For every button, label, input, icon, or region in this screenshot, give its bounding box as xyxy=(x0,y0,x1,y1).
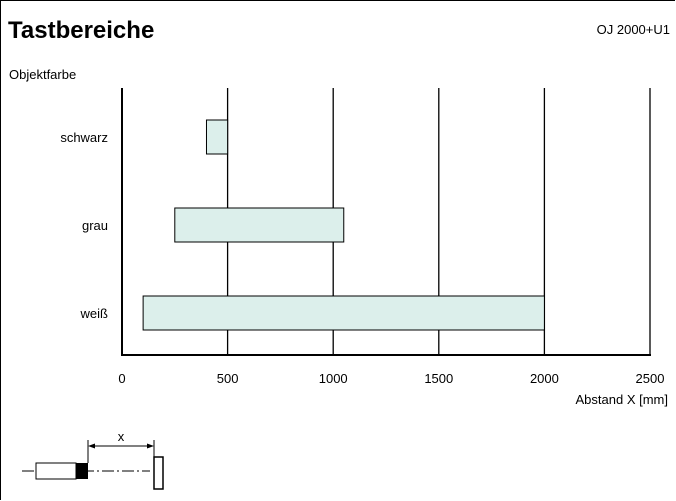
y-axis-label: Objektfarbe xyxy=(9,67,76,82)
x-tick-label: 500 xyxy=(217,371,239,386)
category-label: weiß xyxy=(80,306,109,321)
x-tick-label: 1000 xyxy=(319,371,348,386)
x-tick-labels: 0 500 1000 1500 2000 2500 xyxy=(118,371,664,386)
target-object xyxy=(153,456,164,490)
category-label: schwarz xyxy=(60,130,108,145)
x-tick-label: 2500 xyxy=(636,371,665,386)
distance-label: x xyxy=(118,429,125,444)
x-tick-label: 0 xyxy=(118,371,125,386)
dimension-arrow-right xyxy=(147,443,154,449)
sensor-body xyxy=(35,462,77,480)
x-tick-label: 2000 xyxy=(530,371,559,386)
model-label: OJ 2000+U1 xyxy=(596,22,670,37)
category-labels: schwarz grau weiß xyxy=(60,130,108,321)
sensor-diagram: x xyxy=(22,429,164,490)
axes xyxy=(121,88,651,356)
page-title: Tastbereiche xyxy=(8,17,155,44)
bar-0 xyxy=(205,119,229,155)
category-label: grau xyxy=(82,218,108,233)
bar-2 xyxy=(142,295,545,331)
x-tick-label: 1500 xyxy=(424,371,453,386)
sensor-head xyxy=(76,463,88,479)
bars xyxy=(142,119,545,331)
x-axis-label: Abstand X [mm] xyxy=(576,392,668,407)
dimension-arrow-left xyxy=(88,443,95,449)
bar-1 xyxy=(174,207,345,243)
